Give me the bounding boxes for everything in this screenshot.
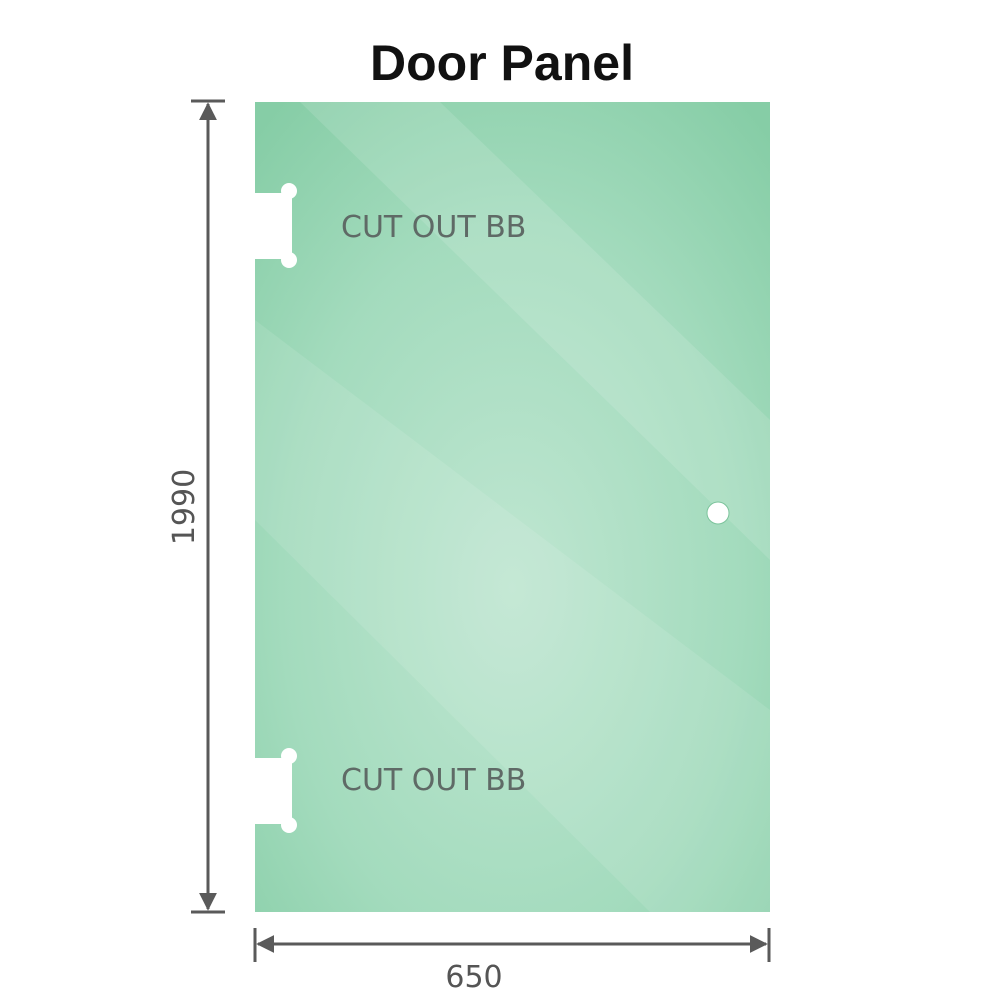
glass-reflection bbox=[300, 102, 770, 560]
glass-reflection bbox=[255, 320, 770, 912]
height-label: 1990 bbox=[167, 469, 202, 545]
cutout-label-top: CUT OUT BB bbox=[341, 210, 526, 245]
handle-hole bbox=[706, 501, 730, 525]
cutout-notch-top bbox=[252, 183, 297, 268]
glass-panel: CUT OUT BB CUT OUT BB bbox=[252, 102, 770, 912]
cutout-label-bottom: CUT OUT BB bbox=[341, 763, 526, 798]
page-title: Door Panel bbox=[370, 35, 634, 91]
height-dimension: 1990 bbox=[167, 99, 225, 914]
width-dimension: 650 bbox=[253, 928, 771, 995]
cutout-notch-bottom bbox=[252, 748, 297, 833]
width-label: 650 bbox=[445, 960, 502, 995]
